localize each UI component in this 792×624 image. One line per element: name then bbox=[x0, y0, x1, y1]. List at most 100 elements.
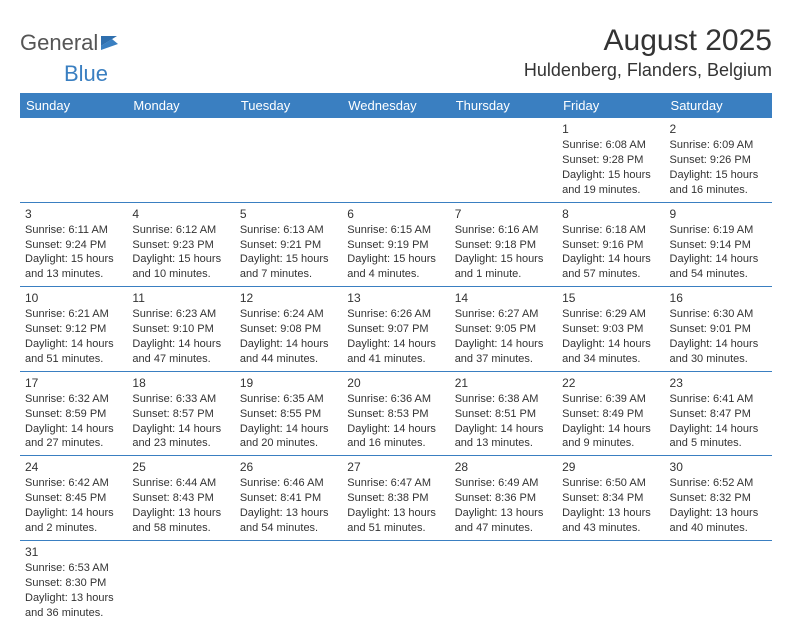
daylight-text: Daylight: 13 hours bbox=[562, 506, 659, 521]
day-number: 21 bbox=[455, 375, 552, 391]
sunrise-text: Sunrise: 6:33 AM bbox=[132, 392, 229, 407]
sunrise-text: Sunrise: 6:24 AM bbox=[240, 307, 337, 322]
sunset-text: Sunset: 9:23 PM bbox=[132, 238, 229, 253]
daylight-text: and 41 minutes. bbox=[347, 352, 444, 367]
calendar-cell-empty bbox=[557, 540, 664, 624]
sunset-text: Sunset: 8:41 PM bbox=[240, 491, 337, 506]
sunrise-text: Sunrise: 6:13 AM bbox=[240, 223, 337, 238]
day-number: 25 bbox=[132, 459, 229, 475]
daylight-text: Daylight: 15 hours bbox=[240, 252, 337, 267]
day-number: 27 bbox=[347, 459, 444, 475]
calendar-cell: 5Sunrise: 6:13 AMSunset: 9:21 PMDaylight… bbox=[235, 202, 342, 287]
daylight-text: Daylight: 15 hours bbox=[562, 168, 659, 183]
daylight-text: and 9 minutes. bbox=[562, 436, 659, 451]
calendar-cell: 30Sunrise: 6:52 AMSunset: 8:32 PMDayligh… bbox=[665, 456, 772, 541]
calendar-cell: 19Sunrise: 6:35 AMSunset: 8:55 PMDayligh… bbox=[235, 371, 342, 456]
sunset-text: Sunset: 9:18 PM bbox=[455, 238, 552, 253]
calendar-cell: 17Sunrise: 6:32 AMSunset: 8:59 PMDayligh… bbox=[20, 371, 127, 456]
sunset-text: Sunset: 9:03 PM bbox=[562, 322, 659, 337]
day-number: 30 bbox=[670, 459, 767, 475]
daylight-text: and 13 minutes. bbox=[25, 267, 122, 282]
calendar-cell: 6Sunrise: 6:15 AMSunset: 9:19 PMDaylight… bbox=[342, 202, 449, 287]
day-header: Wednesday bbox=[342, 93, 449, 118]
day-header-row: SundayMondayTuesdayWednesdayThursdayFrid… bbox=[20, 93, 772, 118]
calendar-row: 17Sunrise: 6:32 AMSunset: 8:59 PMDayligh… bbox=[20, 371, 772, 456]
sunset-text: Sunset: 9:07 PM bbox=[347, 322, 444, 337]
day-number: 31 bbox=[25, 544, 122, 560]
calendar-row: 1Sunrise: 6:08 AMSunset: 9:28 PMDaylight… bbox=[20, 118, 772, 202]
day-number: 3 bbox=[25, 206, 122, 222]
sunset-text: Sunset: 8:57 PM bbox=[132, 407, 229, 422]
calendar-cell: 18Sunrise: 6:33 AMSunset: 8:57 PMDayligh… bbox=[127, 371, 234, 456]
sunset-text: Sunset: 9:16 PM bbox=[562, 238, 659, 253]
calendar-cell-empty bbox=[342, 540, 449, 624]
daylight-text: and 36 minutes. bbox=[25, 606, 122, 621]
calendar-cell: 2Sunrise: 6:09 AMSunset: 9:26 PMDaylight… bbox=[665, 118, 772, 202]
day-number: 24 bbox=[25, 459, 122, 475]
day-number: 8 bbox=[562, 206, 659, 222]
daylight-text: and 44 minutes. bbox=[240, 352, 337, 367]
daylight-text: and 7 minutes. bbox=[240, 267, 337, 282]
sunset-text: Sunset: 8:43 PM bbox=[132, 491, 229, 506]
daylight-text: and 2 minutes. bbox=[25, 521, 122, 536]
day-number: 1 bbox=[562, 121, 659, 137]
day-number: 19 bbox=[240, 375, 337, 391]
sunset-text: Sunset: 9:01 PM bbox=[670, 322, 767, 337]
sunrise-text: Sunrise: 6:21 AM bbox=[25, 307, 122, 322]
header-right: August 2025 Huldenberg, Flanders, Belgiu… bbox=[524, 24, 772, 81]
calendar-cell: 21Sunrise: 6:38 AMSunset: 8:51 PMDayligh… bbox=[450, 371, 557, 456]
sunrise-text: Sunrise: 6:08 AM bbox=[562, 138, 659, 153]
day-number: 2 bbox=[670, 121, 767, 137]
sunset-text: Sunset: 8:30 PM bbox=[25, 576, 122, 591]
daylight-text: and 34 minutes. bbox=[562, 352, 659, 367]
sunrise-text: Sunrise: 6:11 AM bbox=[25, 223, 122, 238]
location: Huldenberg, Flanders, Belgium bbox=[524, 60, 772, 81]
daylight-text: Daylight: 13 hours bbox=[670, 506, 767, 521]
sunset-text: Sunset: 8:47 PM bbox=[670, 407, 767, 422]
daylight-text: Daylight: 15 hours bbox=[670, 168, 767, 183]
day-number: 15 bbox=[562, 290, 659, 306]
calendar-cell: 31Sunrise: 6:53 AMSunset: 8:30 PMDayligh… bbox=[20, 540, 127, 624]
day-number: 14 bbox=[455, 290, 552, 306]
daylight-text: Daylight: 15 hours bbox=[347, 252, 444, 267]
calendar-cell: 8Sunrise: 6:18 AMSunset: 9:16 PMDaylight… bbox=[557, 202, 664, 287]
day-number: 18 bbox=[132, 375, 229, 391]
day-number: 17 bbox=[25, 375, 122, 391]
daylight-text: Daylight: 14 hours bbox=[670, 252, 767, 267]
calendar-cell: 10Sunrise: 6:21 AMSunset: 9:12 PMDayligh… bbox=[20, 287, 127, 372]
daylight-text: and 51 minutes. bbox=[25, 352, 122, 367]
daylight-text: Daylight: 14 hours bbox=[670, 422, 767, 437]
logo-text-2: Blue bbox=[64, 61, 108, 86]
calendar-cell: 22Sunrise: 6:39 AMSunset: 8:49 PMDayligh… bbox=[557, 371, 664, 456]
daylight-text: Daylight: 14 hours bbox=[562, 337, 659, 352]
calendar-cell-empty bbox=[235, 540, 342, 624]
sunset-text: Sunset: 9:12 PM bbox=[25, 322, 122, 337]
daylight-text: and 47 minutes. bbox=[132, 352, 229, 367]
calendar-cell-empty bbox=[235, 118, 342, 202]
daylight-text: and 58 minutes. bbox=[132, 521, 229, 536]
daylight-text: Daylight: 15 hours bbox=[132, 252, 229, 267]
day-header: Friday bbox=[557, 93, 664, 118]
daylight-text: Daylight: 14 hours bbox=[240, 337, 337, 352]
sunrise-text: Sunrise: 6:50 AM bbox=[562, 476, 659, 491]
sunset-text: Sunset: 8:55 PM bbox=[240, 407, 337, 422]
calendar-cell: 29Sunrise: 6:50 AMSunset: 8:34 PMDayligh… bbox=[557, 456, 664, 541]
sunset-text: Sunset: 9:05 PM bbox=[455, 322, 552, 337]
day-header: Saturday bbox=[665, 93, 772, 118]
daylight-text: and 27 minutes. bbox=[25, 436, 122, 451]
sunset-text: Sunset: 9:24 PM bbox=[25, 238, 122, 253]
sunrise-text: Sunrise: 6:26 AM bbox=[347, 307, 444, 322]
sunset-text: Sunset: 8:59 PM bbox=[25, 407, 122, 422]
sunrise-text: Sunrise: 6:27 AM bbox=[455, 307, 552, 322]
daylight-text: and 54 minutes. bbox=[670, 267, 767, 282]
daylight-text: Daylight: 14 hours bbox=[347, 337, 444, 352]
daylight-text: Daylight: 14 hours bbox=[455, 422, 552, 437]
page-title: August 2025 bbox=[524, 24, 772, 58]
calendar-cell-empty bbox=[127, 540, 234, 624]
daylight-text: and 16 minutes. bbox=[347, 436, 444, 451]
calendar-cell: 11Sunrise: 6:23 AMSunset: 9:10 PMDayligh… bbox=[127, 287, 234, 372]
day-number: 16 bbox=[670, 290, 767, 306]
calendar-table: SundayMondayTuesdayWednesdayThursdayFrid… bbox=[20, 93, 772, 624]
sunset-text: Sunset: 8:32 PM bbox=[670, 491, 767, 506]
daylight-text: Daylight: 14 hours bbox=[25, 337, 122, 352]
